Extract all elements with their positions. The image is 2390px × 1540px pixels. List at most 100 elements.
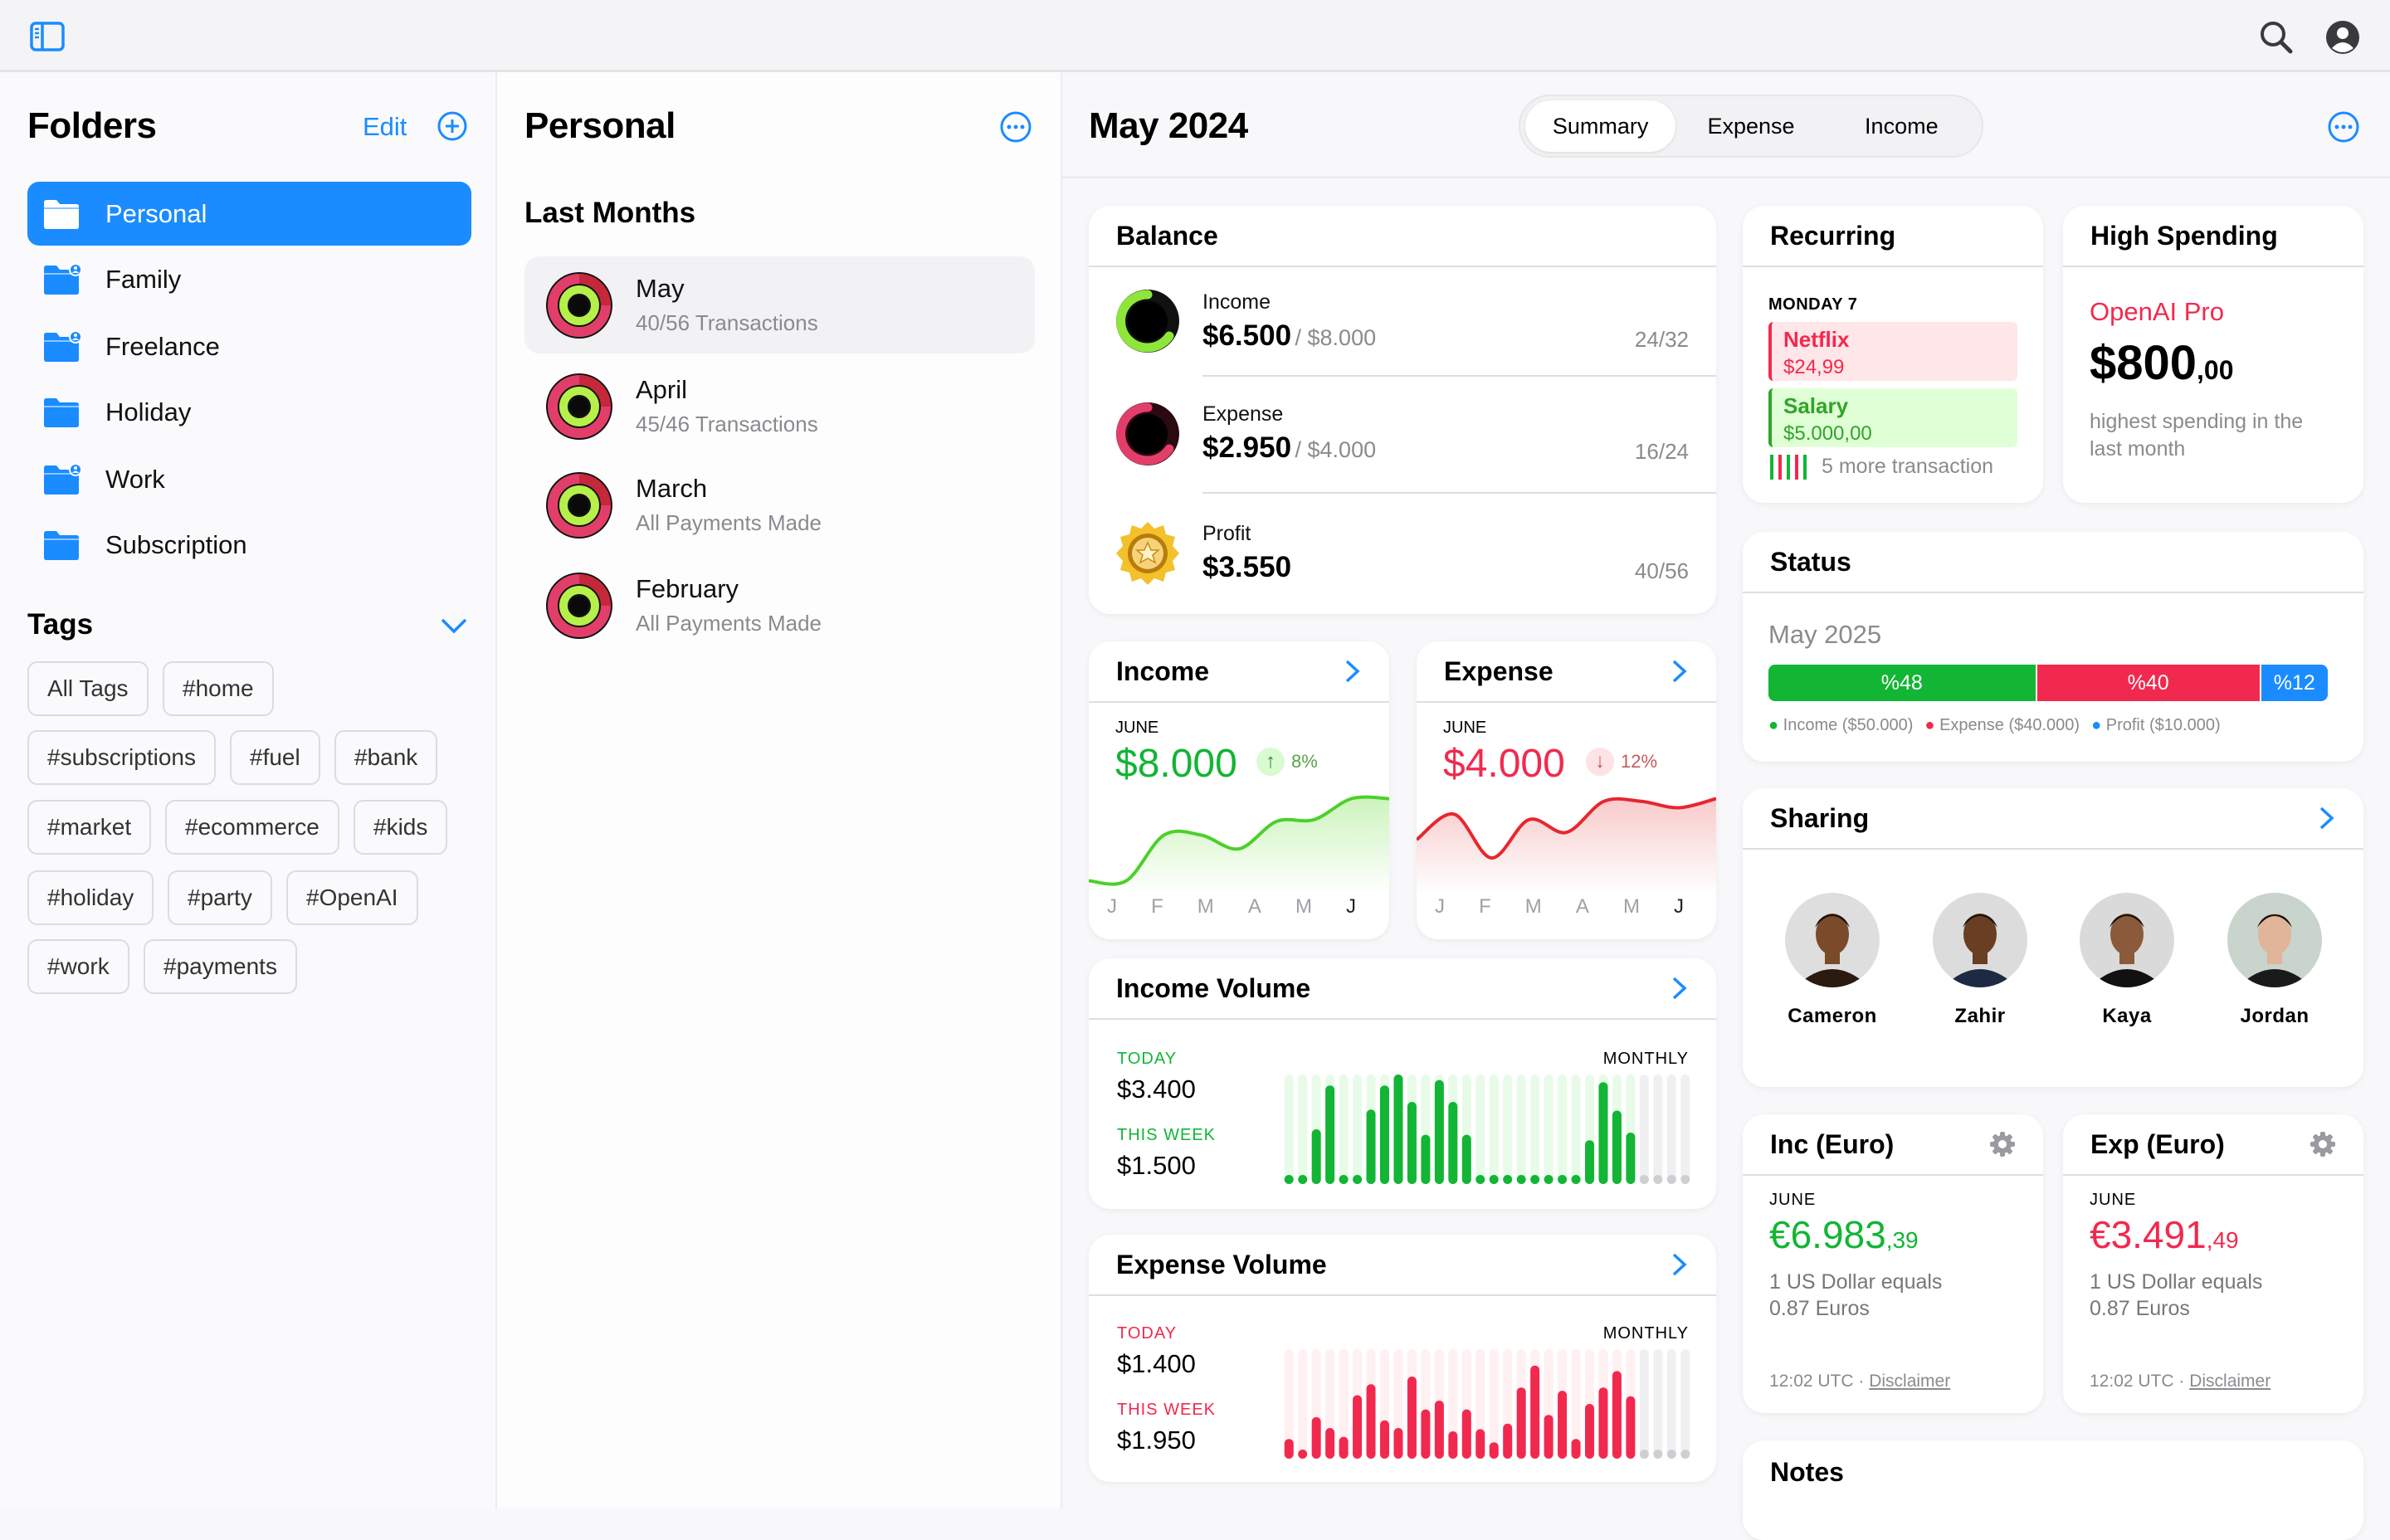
- tag-chip[interactable]: #holiday: [27, 870, 154, 925]
- volume-bar: [1311, 1129, 1321, 1184]
- gear-icon[interactable]: [1989, 1131, 2016, 1157]
- recurring-item-salary[interactable]: Salary $5.000,00: [1768, 388, 2017, 447]
- tag-chip[interactable]: #subscriptions: [27, 730, 216, 785]
- month-tick: F: [1151, 895, 1163, 918]
- tag-chip[interactable]: All Tags: [27, 661, 149, 716]
- month-row[interactable]: February All Payments Made: [524, 557, 1035, 654]
- volume-bar: [1407, 1102, 1417, 1184]
- more-options-icon[interactable]: [2327, 110, 2360, 144]
- gear-icon[interactable]: [2310, 1131, 2336, 1157]
- legend-income: ● Income ($50.000): [1768, 716, 1914, 734]
- disclaimer-link[interactable]: Disclaimer: [1869, 1372, 1951, 1391]
- income-card[interactable]: Income JUNE $8.000 ↑ 8% J F M A M J: [1089, 641, 1389, 939]
- chevron-right-icon[interactable]: [1671, 976, 1689, 1001]
- sidebar-item-family[interactable]: Family: [27, 247, 471, 311]
- sidebar-item-freelance[interactable]: Freelance: [27, 314, 471, 378]
- inc-euro-card[interactable]: Inc (Euro) JUNE €6.983,39 1 US Dollar equal…: [1743, 1114, 2043, 1413]
- volume-bar: [1544, 1175, 1554, 1184]
- item-amount: $5.000,00: [1783, 422, 1872, 445]
- add-folder-icon[interactable]: [437, 110, 468, 142]
- chevron-right-icon[interactable]: [1344, 659, 1362, 684]
- bar-track: [1284, 1349, 1294, 1459]
- disclaimer-link[interactable]: Disclaimer: [2189, 1372, 2271, 1391]
- bar-track: [1339, 1349, 1349, 1459]
- month-row[interactable]: May 40/56 Transactions: [524, 256, 1035, 353]
- shared-person[interactable]: Zahir: [1914, 893, 2046, 1028]
- high-spending-card[interactable]: High Spending OpenAI Pro $800,00 highest…: [2063, 206, 2363, 503]
- more-transactions-link[interactable]: 5 more transaction: [1822, 455, 1994, 478]
- more-options-icon[interactable]: [999, 110, 1032, 144]
- tab-summary[interactable]: Summary: [1525, 100, 1676, 152]
- card-title: Balance: [1089, 206, 1716, 267]
- chevron-right-icon[interactable]: [1671, 659, 1689, 684]
- chevron-down-icon[interactable]: [440, 616, 468, 635]
- tag-chip[interactable]: #market: [27, 800, 152, 855]
- recurring-card[interactable]: Recurring MONDAY 7 Netflix $24,99 Salary…: [1743, 206, 2043, 503]
- today-label: TODAY: [1117, 1324, 1178, 1343]
- tag-chip[interactable]: #kids: [354, 800, 448, 855]
- amount-whole: €3.491: [2090, 1213, 2207, 1256]
- month-tick: M: [1622, 895, 1640, 918]
- month-name: March: [636, 474, 708, 503]
- recurring-item-netflix[interactable]: Netflix $24,99: [1768, 322, 2017, 381]
- sidebar-toggle-icon[interactable]: [30, 22, 65, 51]
- shared-person[interactable]: Jordan: [2208, 893, 2341, 1028]
- volume-bar: [1489, 1442, 1499, 1459]
- month-tick: M: [1524, 895, 1542, 918]
- sidebar-item-personal[interactable]: Personal: [27, 182, 471, 246]
- tag-chip[interactable]: #ecommerce: [165, 800, 339, 855]
- volume-bar: [1653, 1450, 1663, 1459]
- exp-euro-card[interactable]: Exp (Euro) JUNE €3.491,49 1 US Dollar equal…: [2063, 1114, 2363, 1413]
- shared-person[interactable]: Cameron: [1766, 893, 1899, 1028]
- month-row[interactable]: March All Payments Made: [524, 456, 1035, 553]
- income-volume-card[interactable]: Income Volume TODAY $3.400 THIS WEEK $1.…: [1089, 958, 1716, 1209]
- tag-chip[interactable]: #fuel: [230, 730, 320, 785]
- bar-track: [1503, 1075, 1513, 1184]
- tab-expense[interactable]: Expense: [1707, 114, 1795, 139]
- sidebar-item-subscription[interactable]: Subscription: [27, 513, 471, 577]
- shared-person[interactable]: Kaya: [2061, 893, 2193, 1028]
- balance-row-expense[interactable]: Expense $2.950 / $4.000 16/24: [1089, 375, 1716, 492]
- trend-line: [1417, 797, 1716, 860]
- volume-bar: [1571, 1175, 1581, 1184]
- sidebar-item-holiday[interactable]: Holiday: [27, 380, 471, 444]
- volume-bar: [1380, 1085, 1389, 1184]
- search-icon[interactable]: [2259, 20, 2294, 55]
- balance-row-profit[interactable]: Profit $3.550 40/56: [1089, 492, 1716, 614]
- bar-track: [1666, 1349, 1676, 1459]
- tag-chip[interactable]: #party: [168, 870, 272, 925]
- chevron-right-icon[interactable]: [1671, 1252, 1689, 1277]
- volume-bar: [1585, 1140, 1594, 1184]
- month-tick: A: [1247, 895, 1261, 918]
- tag-chip[interactable]: #payments: [144, 939, 297, 994]
- divider: [1202, 375, 1716, 377]
- volume-bar: [1461, 1409, 1471, 1459]
- tab-income[interactable]: Income: [1865, 114, 1939, 139]
- volume-bar: [1353, 1395, 1363, 1459]
- bar-track: [1639, 1349, 1649, 1459]
- month-tick: A: [1575, 895, 1589, 918]
- tag-chip[interactable]: #OpenAI: [286, 870, 418, 925]
- sidebar-item-work[interactable]: Work: [27, 447, 471, 511]
- expense-volume-card[interactable]: Expense Volume TODAY $1.400 THIS WEEK $1…: [1089, 1235, 1716, 1482]
- volume-bar: [1393, 1428, 1403, 1459]
- volume-bar: [1680, 1450, 1690, 1459]
- account-icon[interactable]: [2325, 20, 2360, 55]
- euro-amount: €3.491,49: [2090, 1212, 2239, 1257]
- volume-bar: [1434, 1079, 1444, 1184]
- activity-ring-icon: [546, 572, 612, 639]
- activity-ring-icon: [546, 271, 612, 339]
- tag-chip[interactable]: #home: [163, 661, 274, 716]
- expense-card[interactable]: Expense JUNE $4.000 ↓ 12% J F M A M J: [1417, 641, 1716, 939]
- edit-button[interactable]: Edit: [363, 112, 407, 141]
- tag-chip[interactable]: #work: [27, 939, 129, 994]
- balance-row-income[interactable]: Income $6.500 / $8.000 24/32: [1089, 267, 1716, 375]
- expense-amount: $4.000: [1443, 742, 1565, 786]
- month-row[interactable]: April 45/46 Transactions: [524, 358, 1035, 455]
- month-tick: J: [1346, 895, 1356, 918]
- notes-card[interactable]: Notes: [1743, 1440, 2363, 1540]
- tag-chip[interactable]: #bank: [334, 730, 438, 785]
- chevron-right-icon[interactable]: [2318, 806, 2336, 831]
- month-tick: F: [1479, 895, 1491, 918]
- period-label: MONTHLY: [1602, 1050, 1689, 1068]
